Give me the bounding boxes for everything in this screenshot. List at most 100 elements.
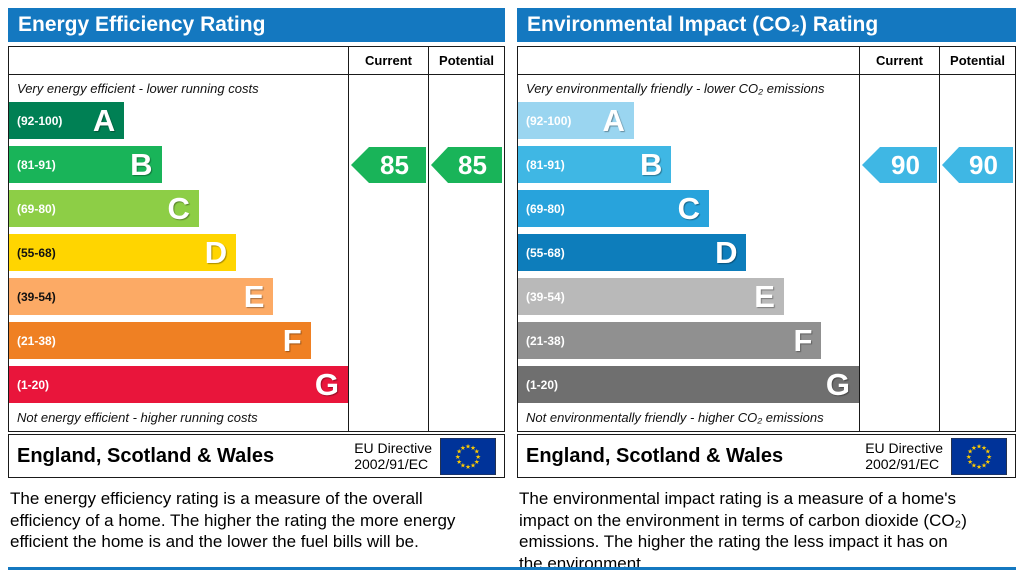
svg-text:★: ★ <box>971 444 977 452</box>
band-range: (21-38) <box>17 333 56 348</box>
band-letter: A <box>92 103 116 138</box>
energy-efficiency-panel: Energy Efficiency Rating Current Potenti… <box>8 8 505 574</box>
svg-text:★: ★ <box>456 457 462 465</box>
svg-text:★: ★ <box>985 457 991 465</box>
band-row-d: (55-68) D <box>9 231 504 275</box>
band-range: (1-20) <box>17 377 50 392</box>
svg-text:★: ★ <box>470 444 476 452</box>
band-d: (55-68) D <box>518 234 747 271</box>
band-range: (55-68) <box>17 245 56 260</box>
energy-efficiency-title: Energy Efficiency Rating <box>8 8 505 42</box>
region-footer: England, Scotland & Wales EU Directive 2… <box>517 434 1016 478</box>
current-column-header: Current <box>859 47 939 74</box>
band-range: (1-20) <box>526 377 559 392</box>
svg-text:★: ★ <box>986 452 992 460</box>
table-header-row: Current Potential <box>9 47 504 75</box>
bottom-axis-label-row: Not energy efficient - higher running co… <box>9 407 504 431</box>
svg-text:★: ★ <box>475 452 481 460</box>
band-range: (39-54) <box>17 289 56 304</box>
bottom-axis-label: Not energy efficient - higher running co… <box>17 410 258 425</box>
band-letter: A <box>602 103 625 138</box>
top-axis-label-row: Very environmentally friendly - lower CO… <box>518 75 1015 99</box>
band-g: (1-20) G <box>9 366 348 403</box>
bottom-axis-label: Not environmentally friendly - higher CO… <box>526 410 824 425</box>
band-c: (69-80) C <box>518 190 709 227</box>
band-e: (39-54) E <box>9 278 274 315</box>
svg-text:★: ★ <box>985 447 991 455</box>
environmental-rating-table: Current Potential Very environmentally f… <box>517 46 1016 432</box>
svg-text:★: ★ <box>465 462 471 470</box>
band-b: (81-91) B <box>518 146 672 183</box>
spacer-cell <box>9 47 348 74</box>
svg-text:★: ★ <box>967 457 973 465</box>
current-rating-arrow: 90 <box>862 147 937 183</box>
region-label: England, Scotland & Wales <box>17 444 275 467</box>
band-letter: E <box>243 279 265 314</box>
svg-text:★: ★ <box>967 447 973 455</box>
band-f: (21-38) F <box>518 322 822 359</box>
svg-text:★: ★ <box>460 444 466 452</box>
potential-column-header: Potential <box>939 47 1015 74</box>
band-letter: F <box>282 323 302 358</box>
bottom-axis-label-row: Not environmentally friendly - higher CO… <box>518 407 1015 431</box>
spacer-cell <box>518 47 859 74</box>
band-letter: E <box>754 279 775 314</box>
band-letter: D <box>715 235 738 270</box>
environmental-impact-title: Environmental Impact (CO₂) Rating <box>517 8 1016 42</box>
band-e: (39-54) E <box>518 278 784 315</box>
potential-rating-value: 85 <box>458 149 487 180</box>
energy-rating-table: Current Potential Very energy efficient … <box>8 46 505 432</box>
band-row-f: (21-38) F <box>518 319 1015 363</box>
svg-text:★: ★ <box>456 447 462 455</box>
svg-text:★: ★ <box>971 461 977 469</box>
svg-text:★: ★ <box>976 462 982 470</box>
svg-text:★: ★ <box>455 452 461 460</box>
band-f: (21-38) F <box>9 322 311 359</box>
potential-rating-arrow: 90 <box>942 147 1013 183</box>
current-rating-value: 85 <box>380 149 409 180</box>
band-b: (81-91) B <box>9 146 162 183</box>
svg-text:★: ★ <box>470 461 476 469</box>
svg-text:★: ★ <box>474 447 480 455</box>
eu-flag-icon: ★ ★ ★ ★ ★ ★ ★ ★ ★ ★ ★ ★ <box>951 437 1007 475</box>
band-letter: B <box>130 147 153 182</box>
environmental-impact-panel: Environmental Impact (CO₂) Rating Curren… <box>517 8 1016 574</box>
table-header-row: Current Potential <box>518 47 1015 75</box>
bottom-accent-rule <box>8 567 1016 570</box>
band-range: (69-80) <box>17 201 56 216</box>
band-g: (1-20) G <box>518 366 859 403</box>
potential-column-header: Potential <box>428 47 504 74</box>
band-row-e: (39-54) E <box>9 275 504 319</box>
band-letter: D <box>204 235 228 270</box>
band-a: (92-100) A <box>9 102 125 139</box>
band-range: (69-80) <box>526 201 565 216</box>
band-row-e: (39-54) E <box>518 275 1015 319</box>
band-letter: G <box>825 367 850 402</box>
band-range: (92-100) <box>526 113 572 128</box>
band-letter: F <box>793 323 813 358</box>
current-rating-value: 90 <box>891 149 920 180</box>
environmental-description-text: The environmental impact rating is a mea… <box>519 489 967 573</box>
current-rating-arrow: 85 <box>351 147 426 183</box>
svg-text:★: ★ <box>981 444 987 452</box>
band-range: (92-100) <box>17 113 63 128</box>
band-row-g: (1-20) G <box>9 363 504 407</box>
svg-text:★: ★ <box>981 461 987 469</box>
band-row-f: (21-38) F <box>9 319 504 363</box>
energy-description-text: The energy efficiency rating is a measur… <box>10 489 456 552</box>
band-row-a: (92-100) A <box>9 99 504 143</box>
band-range: (21-38) <box>526 333 565 348</box>
band-c: (69-80) C <box>9 190 199 227</box>
band-letter: C <box>677 191 700 226</box>
svg-text:★: ★ <box>976 442 982 450</box>
band-range: (81-91) <box>526 157 565 172</box>
band-row-b: (81-91) B 90 90 <box>518 143 1015 187</box>
band-range: (81-91) <box>17 157 56 172</box>
band-range: (55-68) <box>526 245 565 260</box>
eu-directive-label: EU Directive 2002/91/EC <box>865 439 943 472</box>
band-row-d: (55-68) D <box>518 231 1015 275</box>
eu-directive-label: EU Directive 2002/91/EC <box>354 439 432 472</box>
band-a: (92-100) A <box>518 102 634 139</box>
region-footer: England, Scotland & Wales EU Directive 2… <box>8 434 505 478</box>
